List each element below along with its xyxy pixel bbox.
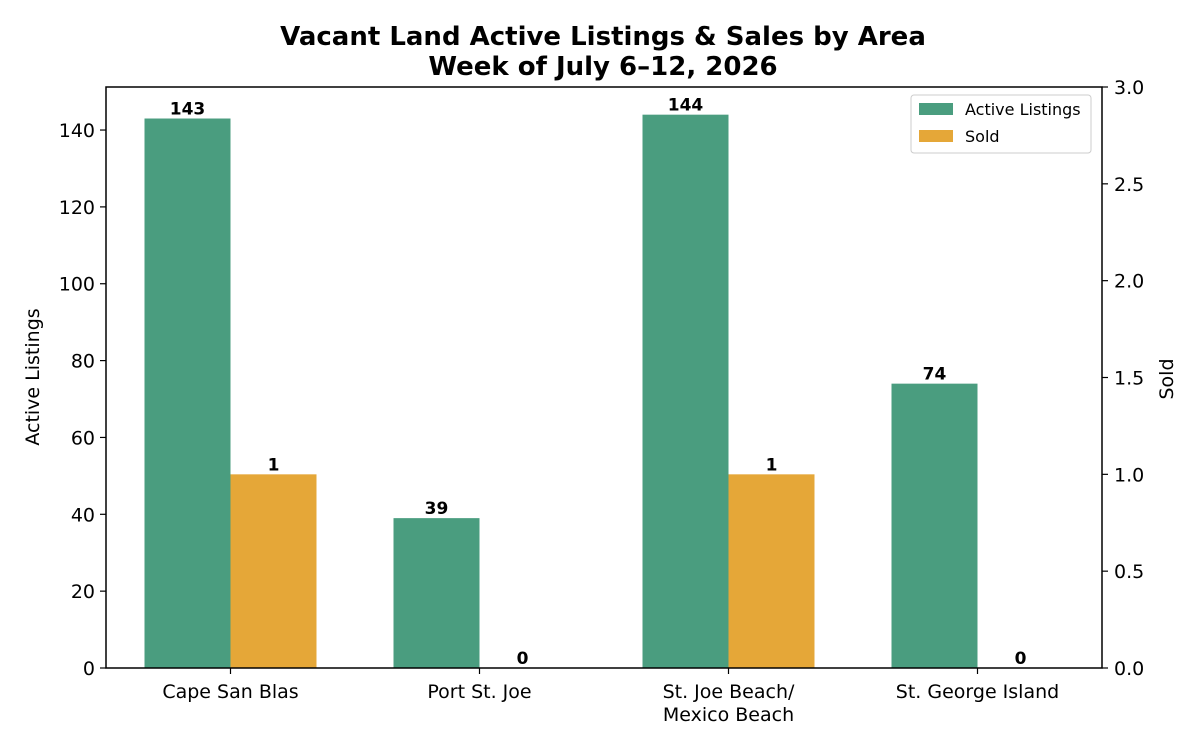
y-tick-label: 140 <box>59 120 95 142</box>
chart-subtitle: Week of July 6–12, 2026 <box>428 52 777 82</box>
y2-tick-label: 2.5 <box>1114 174 1144 196</box>
y2-tick-label: 0.5 <box>1114 561 1144 583</box>
bars-group <box>144 114 978 668</box>
legend-swatch-active-listings <box>919 103 953 115</box>
data-label-active-listings-3: 74 <box>923 365 947 385</box>
chart-title: Vacant Land Active Listings & Sales by A… <box>280 22 926 52</box>
x-tick-label: Cape San Blas <box>162 681 298 703</box>
y-tick-label: 40 <box>71 504 95 526</box>
bar-sold-0 <box>230 474 317 668</box>
bar-sold-2 <box>728 474 815 668</box>
y-tick-label: 120 <box>59 197 95 219</box>
data-label-active-listings-1: 39 <box>425 499 449 519</box>
legend: Active Listings Sold <box>910 94 1092 154</box>
y2-tick-label: 2.0 <box>1114 271 1144 293</box>
legend-label-sold: Sold <box>965 127 1000 146</box>
bar-active-listings-2 <box>642 114 729 668</box>
data-label-sold-3: 0 <box>1015 649 1027 669</box>
x-tick-label: St. George Island <box>896 681 1059 703</box>
data-labels-group: 143 39 144 74 1 0 1 0 <box>170 96 1027 669</box>
y2-tick-label: 0.0 <box>1114 658 1144 680</box>
data-label-active-listings-0: 143 <box>170 100 206 120</box>
left-axis: 0 20 40 60 80 100 120 140 <box>59 120 106 680</box>
y2-tick-label: 1.0 <box>1114 464 1144 486</box>
x-tick-label: St. Joe Beach/ <box>663 681 795 703</box>
data-label-sold-0: 1 <box>268 455 280 475</box>
legend-label-active-listings: Active Listings <box>965 100 1081 119</box>
x-tick-label: Port St. Joe <box>427 681 531 703</box>
bar-active-listings-0 <box>144 118 231 668</box>
legend-swatch-sold <box>919 130 953 142</box>
y-axis-label: Active Listings <box>22 308 44 445</box>
y-tick-label: 0 <box>83 658 95 680</box>
legend-box <box>910 94 1092 154</box>
y-tick-label: 60 <box>71 427 95 449</box>
right-axis: 0.0 0.5 1.0 1.5 2.0 2.5 3.0 <box>1102 77 1144 680</box>
data-label-active-listings-2: 144 <box>668 96 704 116</box>
y-tick-label: 100 <box>59 274 95 296</box>
y-tick-label: 80 <box>71 351 95 373</box>
bar-active-listings-1 <box>393 518 480 668</box>
y2-tick-label: 1.5 <box>1114 368 1144 390</box>
x-axis: Cape San Blas Port St. Joe St. Joe Beach/M… <box>162 668 1059 726</box>
y-tick-label: 20 <box>71 581 95 603</box>
x-tick-label: Mexico Beach <box>663 704 794 726</box>
data-label-sold-2: 1 <box>766 455 778 475</box>
y2-tick-label: 3.0 <box>1114 77 1144 99</box>
data-label-sold-1: 0 <box>517 649 529 669</box>
y2-axis-label: Sold <box>1156 358 1178 399</box>
bar-active-listings-3 <box>891 383 978 668</box>
